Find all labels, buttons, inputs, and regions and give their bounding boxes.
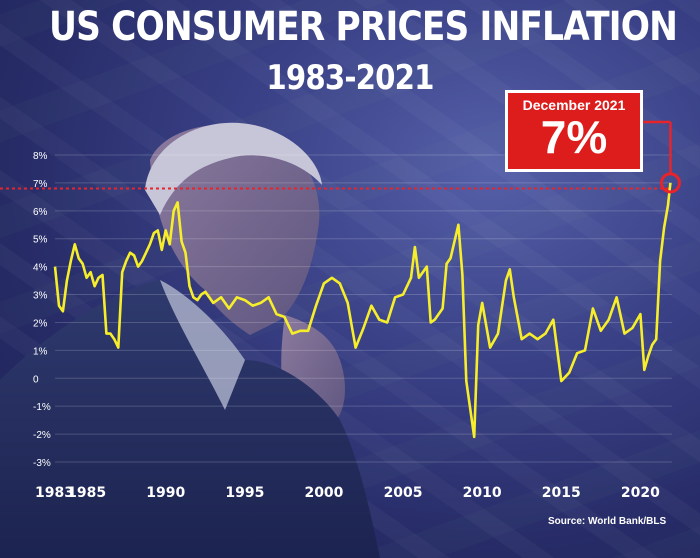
y-tick-label: 7%	[33, 179, 48, 190]
y-tick-label: -2%	[33, 430, 51, 441]
x-tick-label: 1995	[225, 485, 264, 501]
y-tick-label: -1%	[33, 402, 51, 413]
x-tick-label: 2000	[304, 485, 343, 501]
y-tick-label: 6%	[33, 207, 48, 218]
x-tick-label: 2015	[542, 485, 581, 501]
inflation-series-line	[53, 182, 672, 439]
latest-value-marker	[659, 172, 681, 194]
y-tick-label: 3%	[33, 291, 48, 302]
x-tick-label: 2005	[384, 485, 423, 501]
x-tick-label: 1983	[35, 485, 74, 501]
y-tick-label: 8%	[33, 151, 48, 162]
y-tick-label: 4%	[33, 263, 48, 274]
callout-value: 7%	[540, 111, 608, 163]
person-silhouette	[0, 122, 380, 558]
chart-title: US CONSUMER PRICES INFLATION	[49, 4, 678, 50]
x-tick-label: 2020	[621, 485, 660, 501]
x-tick-label: 1990	[146, 485, 185, 501]
y-tick-label: 0	[33, 374, 39, 385]
y-tick-label: -3%	[33, 458, 51, 469]
y-tick-label: 1%	[33, 346, 48, 357]
source-note: Source: World Bank/BLS	[548, 516, 667, 527]
callout-label: December 2021	[522, 97, 626, 113]
y-axis-ticks: 8% 7% 6% 5% 4% 3% 2% 1% 0 -1% -2% -3%	[33, 151, 51, 469]
x-tick-label: 2010	[463, 485, 502, 501]
x-tick-label: 1985	[67, 485, 106, 501]
grid-lines	[55, 154, 672, 463]
latest-value-callout: December 2021 7%	[505, 90, 643, 172]
chart-subtitle: 1983-2021	[266, 58, 434, 98]
y-tick-label: 5%	[33, 235, 48, 246]
y-tick-label: 2%	[33, 318, 48, 329]
